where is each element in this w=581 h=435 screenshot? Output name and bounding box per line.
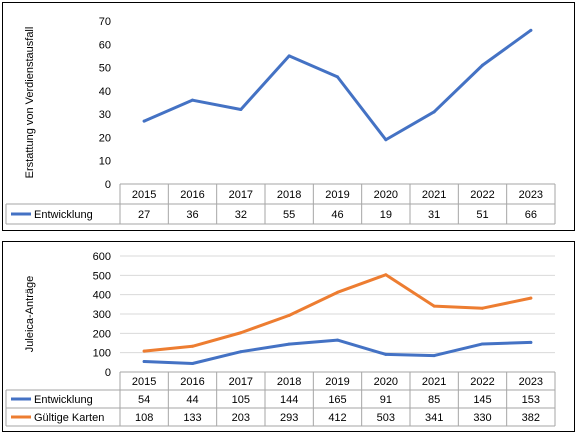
data-table-value: 503 — [377, 412, 395, 424]
data-table-value: 36 — [186, 209, 198, 221]
legend-label: Entwicklung — [34, 209, 93, 221]
data-point — [432, 354, 436, 358]
data-point — [336, 290, 339, 294]
y-tick-label: 200 — [93, 328, 111, 340]
data-table-value: 330 — [473, 412, 491, 424]
data-point — [142, 360, 146, 364]
data-point — [191, 361, 194, 365]
data-point — [191, 344, 194, 348]
chart-juleica: 0 100 200 300 400 500 600 Juleica-Anträge 2015 20… — [5, 251, 556, 427]
x-tick-label: 2020 — [374, 376, 398, 388]
x-tick-label: 2021 — [422, 189, 446, 201]
y-tick-label: 20 — [99, 132, 111, 144]
data-point — [529, 296, 533, 300]
y-tick-label: 0 — [105, 179, 111, 191]
x-tick-label: 2023 — [519, 376, 543, 388]
data-table-value: 133 — [183, 412, 201, 424]
chart-panel-juleica: 0 100 200 300 400 500 600 Juleica-Anträge 2015 20… — [2, 241, 575, 432]
data-point — [287, 54, 291, 58]
data-point — [336, 75, 339, 79]
data-table-value: 293 — [280, 412, 298, 424]
legend-label: Entwicklung — [34, 394, 93, 406]
data-table-value: 55 — [283, 209, 295, 221]
y-tick-label: 0 — [105, 367, 111, 379]
data-table-value: 27 — [138, 209, 150, 221]
data-point — [142, 119, 146, 123]
y-tick-label: 300 — [93, 309, 111, 321]
data-point — [384, 273, 388, 277]
data-point — [239, 107, 243, 111]
data-point — [529, 340, 533, 344]
data-point — [481, 63, 484, 67]
legend-label: Gültige Karten — [34, 412, 104, 424]
y-tick-label: 70 — [99, 16, 111, 28]
x-tick-label: 2015 — [132, 376, 156, 388]
data-point — [239, 350, 243, 354]
chart-panel-verdienstausfall: 0 10 20 30 40 50 60 70 Erstattung von Verdiensta… — [2, 2, 575, 231]
data-table-value: 144 — [280, 394, 298, 406]
data-point — [529, 28, 533, 32]
data-table-value: 105 — [232, 394, 250, 406]
data-table-value: 412 — [328, 412, 346, 424]
data-point — [287, 342, 291, 346]
data-table-value: 32 — [235, 209, 247, 221]
data-table-value: 54 — [138, 394, 150, 406]
x-tick-label: 2019 — [325, 189, 349, 201]
y-tick-label: 100 — [93, 348, 111, 360]
data-table-value: 91 — [380, 394, 392, 406]
y-tick-label: 10 — [99, 156, 111, 168]
y-tick-label: 30 — [99, 109, 111, 121]
data-point — [481, 306, 484, 310]
chart-verdienstausfall: 0 10 20 30 40 50 60 70 Erstattung von Verdiensta… — [5, 16, 556, 225]
x-tick-label: 2018 — [277, 189, 301, 201]
data-table-value: 153 — [522, 394, 540, 406]
x-tick-label: 2021 — [422, 376, 446, 388]
data-table-value: 85 — [428, 394, 440, 406]
data-point — [481, 342, 484, 346]
y-tick-label: 400 — [93, 290, 111, 302]
x-tick-label: 2015 — [132, 189, 156, 201]
x-tick-label: 2017 — [229, 376, 253, 388]
data-table-value: 108 — [135, 412, 153, 424]
x-tick-label: 2016 — [180, 189, 204, 201]
y-tick-label: 50 — [99, 63, 111, 75]
x-tick-label: 2018 — [277, 376, 301, 388]
data-point — [432, 110, 436, 114]
data-table-value: 341 — [425, 412, 443, 424]
data-point — [239, 331, 243, 335]
data-point — [384, 138, 388, 142]
x-tick-label: 2019 — [325, 376, 349, 388]
data-table-value: 66 — [525, 209, 537, 221]
data-table-value: 19 — [380, 209, 392, 221]
data-table-value: 165 — [328, 394, 346, 406]
data-point — [384, 352, 388, 356]
y-tick-label: 60 — [99, 39, 111, 51]
x-tick-label: 2023 — [519, 189, 543, 201]
y-axis-label: Erstattung von Verdienstausfall — [24, 27, 36, 179]
data-table-value: 145 — [473, 394, 491, 406]
data-table-value: 31 — [428, 209, 440, 221]
x-tick-label: 2022 — [470, 189, 494, 201]
data-point — [336, 338, 339, 342]
data-table-value: 46 — [331, 209, 343, 221]
data-point — [432, 304, 436, 308]
y-tick-label: 500 — [93, 270, 111, 282]
x-tick-label: 2016 — [180, 376, 204, 388]
data-point — [287, 313, 291, 317]
data-point — [191, 98, 194, 102]
data-point — [142, 349, 146, 353]
data-table-value: 203 — [232, 412, 250, 424]
series-line-0 — [142, 28, 533, 142]
y-axis-label: Juleica-Anträge — [24, 276, 36, 352]
data-table-value: 382 — [522, 412, 540, 424]
y-tick-label: 40 — [99, 86, 111, 98]
y-tick-label: 600 — [93, 251, 111, 263]
x-tick-label: 2017 — [229, 189, 253, 201]
data-table-value: 51 — [476, 209, 488, 221]
x-tick-label: 2020 — [374, 189, 398, 201]
data-table-value: 44 — [186, 394, 198, 406]
x-tick-label: 2022 — [470, 376, 494, 388]
